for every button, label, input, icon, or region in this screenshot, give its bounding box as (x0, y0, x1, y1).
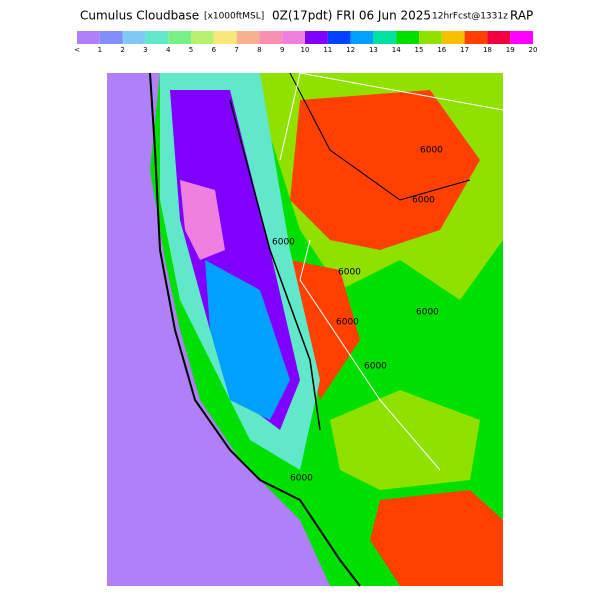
colorbar-swatch (213, 31, 237, 44)
colorbar-swatch (350, 31, 374, 44)
colorbar-swatch (373, 31, 397, 44)
field (330, 390, 480, 490)
contour-label: 6000 (364, 362, 387, 372)
colorbar-label: 1 (98, 46, 102, 54)
units: [x1000ftMSL] (204, 12, 264, 22)
field (180, 180, 225, 260)
colorbar-label: 10 (301, 46, 310, 54)
colorbar-label: 14 (392, 46, 401, 54)
header: Cumulus Cloudbase [x1000ftMSL] 0Z(17pdt)… (80, 9, 533, 23)
valid-time: 0Z(17pdt) FRI 06 Jun 2025 (272, 9, 431, 23)
field (290, 260, 360, 400)
colorbar-label: 2 (120, 46, 124, 54)
colorbar-swatch (236, 31, 260, 44)
colorbar-swatch (510, 31, 533, 44)
colorbar-swatch (191, 31, 214, 44)
contour (229, 99, 321, 431)
title: Cumulus Cloudbase (80, 9, 199, 23)
colorbar-label: 9 (280, 46, 284, 54)
model: RAP (510, 9, 533, 23)
field (290, 90, 480, 250)
colorbar-label: 20 (529, 46, 538, 54)
colorbar-label: 11 (323, 46, 332, 54)
state-border (299, 239, 441, 471)
contour (289, 72, 471, 201)
colorbar-label: 5 (189, 46, 193, 54)
colorbar-swatch (168, 31, 191, 44)
contour-label: 6000 (272, 238, 295, 248)
colorbar-label: 7 (234, 46, 238, 54)
colorbar-label: 15 (415, 46, 424, 54)
colorbar-label: 8 (257, 46, 261, 54)
colorbar-swatch (282, 31, 305, 44)
colorbar-label: 18 (483, 46, 492, 54)
state-border (279, 72, 504, 161)
colorbar-swatch (419, 31, 442, 44)
colorbar-swatch (77, 31, 100, 44)
contour-label: 6000 (420, 146, 443, 156)
colorbar: <1 2 3 4 5 6 7 8 9 10 11 12 13 14 15 16 17 18 19 20 (74, 31, 537, 54)
colorbar-swatch (327, 31, 351, 44)
colorbar-label: 19 (506, 46, 515, 54)
colorbar-label: 16 (437, 46, 446, 54)
colorbar-swatch (464, 31, 488, 44)
colorbar-label: < (74, 46, 80, 54)
contour-label: 6000 (412, 196, 435, 206)
colorbar-swatch (441, 31, 465, 44)
colorbar-swatch (487, 31, 511, 44)
contour (149, 72, 361, 587)
field (205, 260, 290, 420)
contour-label: 6000 (336, 318, 359, 328)
ocean (107, 73, 330, 586)
colorbar-swatch (259, 31, 283, 44)
colorbar-swatch (145, 31, 169, 44)
forecast: 12hrFcst@1331z (432, 12, 508, 22)
contour-label: 6000 (416, 308, 439, 318)
colorbar-label: 3 (143, 46, 147, 54)
contour-label: 6000 (290, 474, 313, 484)
contour-label: 6000 (338, 268, 361, 278)
colorbar-swatch (305, 31, 328, 44)
colorbar-swatch (122, 31, 146, 44)
colorbar-label: 17 (460, 46, 469, 54)
field (370, 490, 503, 586)
colorbar-label: 13 (369, 46, 378, 54)
colorbar-swatch (99, 31, 123, 44)
colorbar-label: 12 (346, 46, 355, 54)
colorbar-label: 4 (166, 46, 171, 54)
map: 6000 6000 6000 6000 6000 6000 6000 6000 (107, 72, 504, 587)
colorbar-swatch (396, 31, 419, 44)
colorbar-label: 6 (212, 46, 217, 54)
